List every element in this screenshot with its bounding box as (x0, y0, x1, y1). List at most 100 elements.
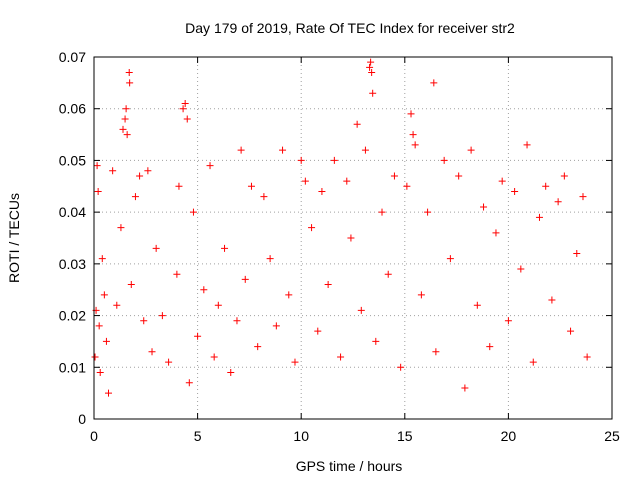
data-point (285, 291, 293, 299)
data-point (227, 368, 235, 376)
grid-lines (94, 57, 612, 419)
data-point (175, 182, 183, 190)
data-point (272, 322, 280, 330)
data-point (548, 296, 556, 304)
data-point (367, 58, 375, 66)
axis-ticks: 0 0.01 0.02 0.03 0.04 0.05 0.06 0.07 0 5 10 15 20 25 (59, 49, 620, 444)
data-point (432, 348, 440, 356)
data-point (297, 156, 305, 164)
data-point (117, 224, 125, 232)
data-point (357, 306, 365, 314)
data-point (430, 79, 438, 87)
x-tick-label: 0 (90, 428, 98, 444)
data-point (102, 337, 110, 345)
data-point (173, 270, 181, 278)
data-point (125, 69, 133, 77)
data-point (492, 229, 500, 237)
data-point (523, 141, 531, 149)
data-point (535, 213, 543, 221)
data-point (353, 120, 361, 128)
data-point (96, 368, 104, 376)
data-point (397, 363, 405, 371)
data-point (567, 327, 575, 335)
data-point (148, 348, 156, 356)
data-point (343, 177, 351, 185)
data-point (194, 332, 202, 340)
data-point (221, 244, 229, 252)
data-point (91, 353, 99, 361)
data-point (361, 146, 369, 154)
data-point (511, 187, 519, 195)
data-point (378, 208, 386, 216)
data-point (504, 317, 512, 325)
data-point (179, 105, 187, 113)
data-point (467, 146, 475, 154)
data-point (127, 281, 135, 289)
y-tick-label: 0 (78, 411, 86, 427)
data-point (517, 265, 525, 273)
data-point (185, 379, 193, 387)
data-point (181, 100, 189, 108)
data-point (131, 193, 139, 201)
y-tick-label: 0.07 (59, 49, 86, 65)
data-point (165, 358, 173, 366)
y-tick-label: 0.05 (59, 152, 86, 168)
data-point (498, 177, 506, 185)
data-point (372, 337, 380, 345)
y-tick-label: 0.01 (59, 359, 86, 375)
data-point (583, 353, 591, 361)
data-point (279, 146, 287, 154)
data-point (337, 353, 345, 361)
data-point (237, 146, 245, 154)
data-point (411, 141, 419, 149)
data-point (291, 358, 299, 366)
data-point (461, 384, 469, 392)
y-tick-label: 0.03 (59, 256, 86, 272)
data-point (214, 301, 222, 309)
data-point (109, 167, 117, 175)
data-point (330, 156, 338, 164)
data-point (308, 224, 316, 232)
data-point (152, 244, 160, 252)
data-point (254, 343, 262, 351)
data-points (91, 58, 591, 397)
data-point (121, 115, 129, 123)
data-point (136, 172, 144, 180)
data-point (140, 317, 148, 325)
data-point (366, 63, 374, 71)
data-point (98, 255, 106, 263)
data-point (126, 79, 134, 87)
y-tick-label: 0.06 (59, 101, 86, 117)
y-tick-label: 0.04 (59, 204, 86, 220)
data-point (455, 172, 463, 180)
data-point (347, 234, 355, 242)
data-point (93, 162, 101, 170)
x-axis-label: GPS time / hours (296, 458, 403, 474)
plot-frame (93, 56, 613, 420)
x-tick-label: 5 (194, 428, 202, 444)
x-tick-label: 25 (604, 428, 620, 444)
data-point (368, 69, 376, 77)
data-point (94, 187, 102, 195)
data-point (100, 291, 108, 299)
data-point (260, 193, 268, 201)
data-point (119, 125, 127, 133)
data-point (424, 208, 432, 216)
data-point (473, 301, 481, 309)
data-point (390, 172, 398, 180)
data-point (417, 291, 425, 299)
data-point (542, 182, 550, 190)
data-point (529, 358, 537, 366)
data-point (384, 270, 392, 278)
data-point (266, 255, 274, 263)
y-axis-label: ROTI / TECUs (6, 193, 22, 283)
data-point (554, 198, 562, 206)
x-tick-label: 15 (397, 428, 413, 444)
data-point (301, 177, 309, 185)
data-point (446, 255, 454, 263)
data-point (560, 172, 568, 180)
data-point (579, 193, 587, 201)
data-point (241, 275, 249, 283)
